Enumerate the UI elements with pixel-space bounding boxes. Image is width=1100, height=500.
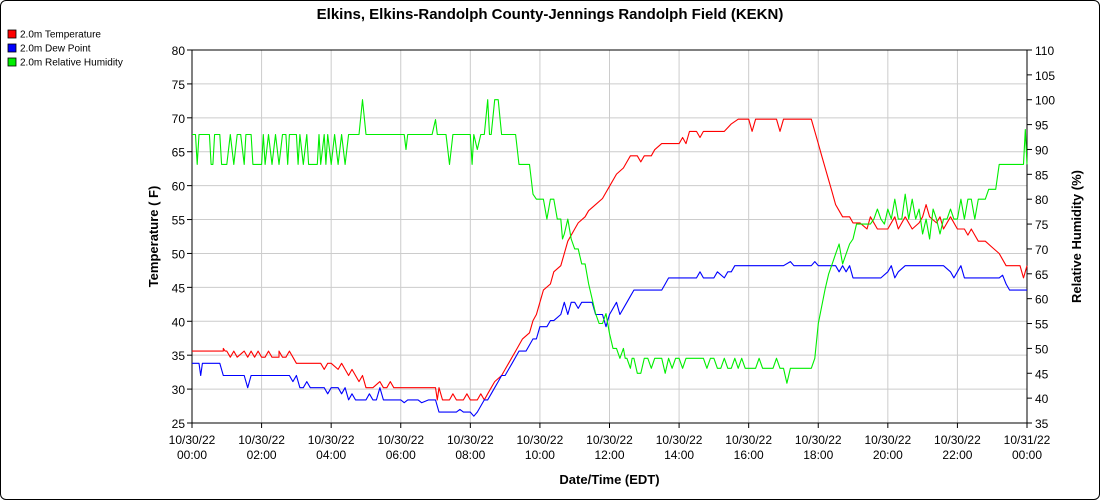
y-tick-label: 25 bbox=[172, 417, 186, 431]
x-tick-date: 10/30/22 bbox=[377, 433, 424, 447]
x-tick-time: 04:00 bbox=[316, 448, 346, 462]
x-tick-time: 14:00 bbox=[664, 448, 694, 462]
y2-tick-label: 85 bbox=[1035, 168, 1049, 182]
y2-tick-label: 75 bbox=[1035, 218, 1049, 232]
y2-tick-label: 50 bbox=[1035, 342, 1049, 356]
grid bbox=[191, 49, 1028, 424]
y-tick-label: 75 bbox=[172, 78, 186, 92]
right-axis-ticks: 35 40 45 50 55 60 65 70 75 80 85 90 95 100 105 110 bbox=[1027, 44, 1055, 431]
y2-tick-label: 65 bbox=[1035, 268, 1049, 282]
y-tick-label: 50 bbox=[172, 247, 186, 261]
y2-tick-label: 40 bbox=[1035, 392, 1049, 406]
y2-tick-label: 45 bbox=[1035, 367, 1049, 381]
x-tick-date: 10/30/22 bbox=[795, 433, 842, 447]
x-tick-time: 12:00 bbox=[594, 448, 624, 462]
x-tick-time: 22:00 bbox=[942, 448, 972, 462]
x-tick-time: 16:00 bbox=[734, 448, 764, 462]
y-tick-label: 45 bbox=[172, 281, 186, 295]
legend-swatch bbox=[7, 29, 17, 39]
legend-label: 2.0m Dew Point bbox=[20, 44, 91, 55]
y2-tick-label: 90 bbox=[1035, 143, 1049, 157]
legend-swatch bbox=[7, 57, 17, 67]
y2-tick-label: 95 bbox=[1035, 119, 1049, 133]
x-axis-title: Date/Time (EDT) bbox=[559, 472, 659, 487]
series-line-2-0m-dew-point bbox=[192, 261, 1027, 417]
x-tick-date: 10/30/22 bbox=[308, 433, 355, 447]
x-tick-date: 10/30/22 bbox=[586, 433, 633, 447]
y-tick-label: 40 bbox=[172, 315, 186, 329]
y2-tick-label: 60 bbox=[1035, 293, 1049, 307]
x-tick-time: 18:00 bbox=[803, 448, 833, 462]
x-tick-date: 10/30/22 bbox=[517, 433, 564, 447]
x-tick-time: 08:00 bbox=[455, 448, 485, 462]
x-tick-date: 10/30/22 bbox=[725, 433, 772, 447]
y2-axis-title: Relative Humidity (%) bbox=[1069, 170, 1084, 303]
x-tick-time: 00:00 bbox=[177, 448, 207, 462]
legend-swatch bbox=[7, 43, 17, 53]
y-axis-title: Temperature ( F) bbox=[146, 186, 161, 288]
x-tick-time: 10:00 bbox=[525, 448, 555, 462]
y2-tick-label: 105 bbox=[1035, 69, 1055, 83]
x-tick-date: 10/30/22 bbox=[656, 433, 703, 447]
legend-label: 2.0m Temperature bbox=[20, 30, 101, 41]
legend: 2.0m Temperature 2.0m Dew Point 2.0m Relat… bbox=[7, 29, 123, 69]
x-tick-time: 20:00 bbox=[873, 448, 903, 462]
x-tick-date: 10/30/22 bbox=[169, 433, 216, 447]
y-tick-label: 80 bbox=[172, 44, 186, 58]
x-tick-time: 02:00 bbox=[247, 448, 277, 462]
y2-tick-label: 70 bbox=[1035, 243, 1049, 257]
chart-title: Elkins, Elkins-Randolph County-Jennings … bbox=[317, 6, 784, 23]
y-tick-label: 35 bbox=[172, 349, 186, 363]
y-tick-label: 70 bbox=[172, 112, 186, 126]
series-line-2-0m-relative-humidity bbox=[192, 99, 1028, 384]
x-tick-date: 10/30/22 bbox=[447, 433, 494, 447]
x-tick-date: 10/30/22 bbox=[864, 433, 911, 447]
y-tick-label: 65 bbox=[172, 146, 186, 160]
y2-tick-label: 80 bbox=[1035, 193, 1049, 207]
x-tick-date: 10/31/22 bbox=[1004, 433, 1051, 447]
x-axis-ticks: 10/30/2200:0010/30/2202:0010/30/2204:001… bbox=[169, 423, 1051, 462]
y-tick-label: 55 bbox=[172, 214, 186, 228]
x-tick-time: 06:00 bbox=[386, 448, 416, 462]
x-tick-date: 10/30/22 bbox=[934, 433, 981, 447]
y2-tick-label: 100 bbox=[1035, 94, 1055, 108]
series-line-2-0m-temperature bbox=[192, 118, 1028, 401]
y2-tick-label: 110 bbox=[1035, 44, 1054, 58]
x-tick-date: 10/30/22 bbox=[238, 433, 285, 447]
y-tick-label: 60 bbox=[172, 180, 186, 194]
y2-tick-label: 35 bbox=[1035, 417, 1049, 431]
left-axis-ticks: 25 30 35 40 45 50 55 60 65 70 75 80 bbox=[172, 44, 192, 431]
legend-label: 2.0m Relative Humidity bbox=[20, 58, 123, 69]
x-tick-time: 00:00 bbox=[1012, 448, 1042, 462]
y-tick-label: 30 bbox=[172, 383, 186, 397]
series-lines bbox=[192, 99, 1028, 417]
y2-tick-label: 55 bbox=[1035, 318, 1049, 332]
